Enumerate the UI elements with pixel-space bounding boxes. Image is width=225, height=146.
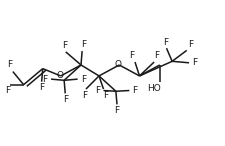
- Text: F: F: [82, 91, 87, 100]
- Text: F: F: [42, 75, 47, 84]
- Text: F: F: [192, 58, 197, 67]
- Text: F: F: [154, 51, 159, 60]
- Text: F: F: [188, 40, 193, 49]
- Text: HO: HO: [147, 84, 161, 93]
- Text: F: F: [81, 75, 86, 84]
- Text: F: F: [115, 106, 119, 115]
- Text: F: F: [103, 91, 108, 100]
- Text: O: O: [115, 60, 122, 69]
- Text: F: F: [63, 95, 68, 104]
- Text: O: O: [56, 71, 63, 80]
- Text: F: F: [39, 83, 44, 92]
- Text: F: F: [5, 86, 10, 95]
- Text: F: F: [133, 86, 137, 95]
- Text: F: F: [62, 41, 67, 50]
- Text: F: F: [8, 60, 13, 69]
- Text: F: F: [129, 51, 134, 60]
- Text: F: F: [163, 38, 168, 47]
- Text: F: F: [81, 40, 86, 49]
- Text: F: F: [95, 86, 100, 95]
